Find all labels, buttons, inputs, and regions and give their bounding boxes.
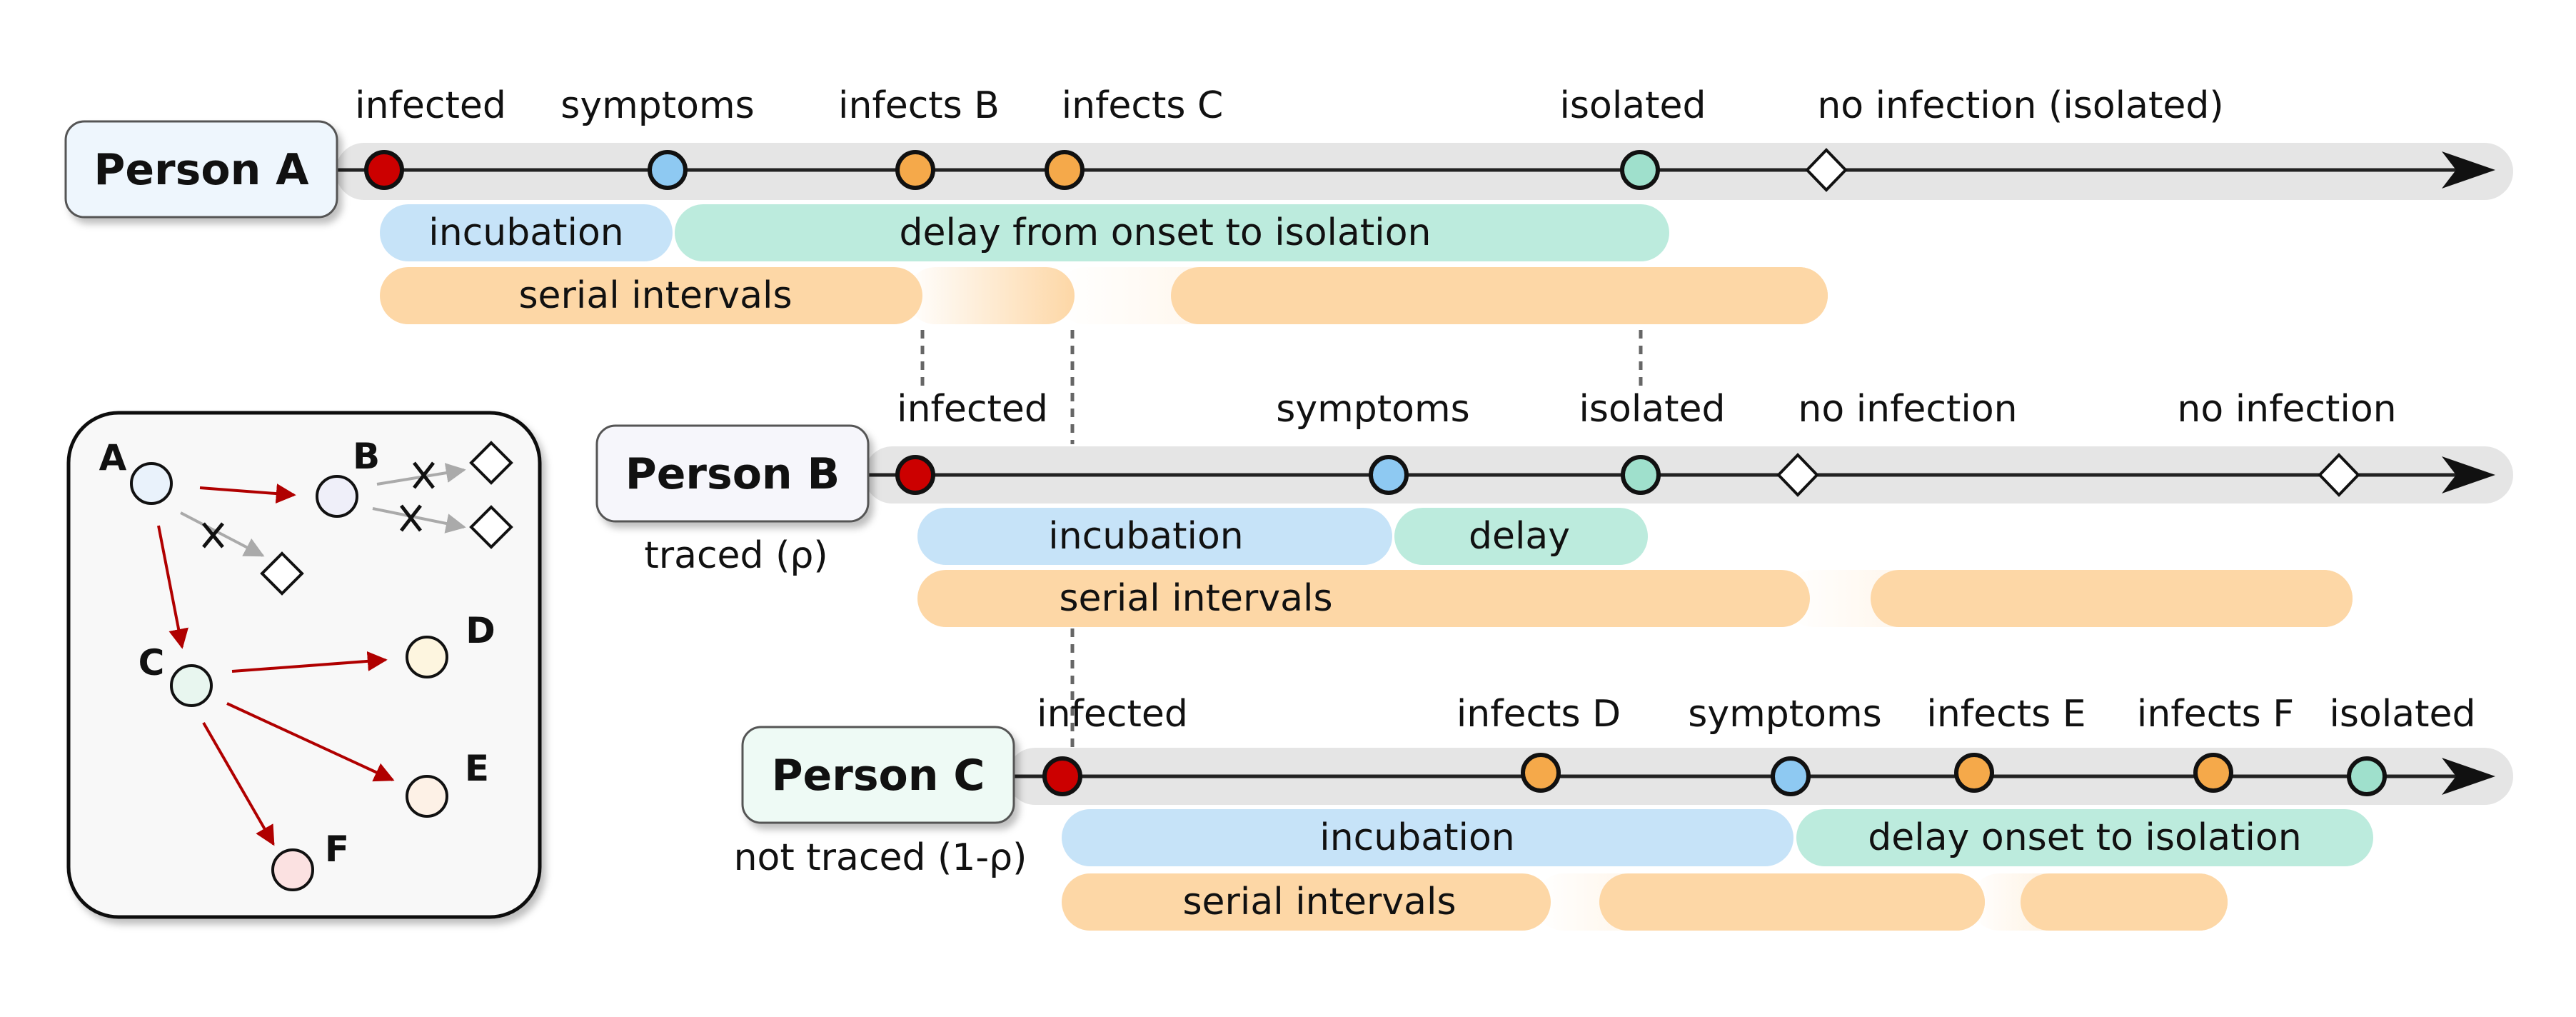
event-label: symptoms bbox=[1276, 388, 1469, 431]
event-label: infects C bbox=[1062, 84, 1224, 127]
person-name: Person A bbox=[94, 145, 309, 195]
event-label: no infection (isolated) bbox=[1817, 84, 2223, 127]
tree-edge-a-b bbox=[199, 484, 296, 504]
event-label: symptoms bbox=[1688, 693, 1881, 736]
event-isolated-marker bbox=[1620, 150, 1660, 190]
person-subtitle: not traced (1-ρ) bbox=[734, 836, 1027, 879]
bar-label: incubation bbox=[1319, 816, 1514, 859]
timeline-arrow-head bbox=[2442, 456, 2495, 494]
tree-no-infection-icon bbox=[260, 551, 304, 596]
bar-label: delay onset to isolation bbox=[1868, 816, 2301, 859]
event-symptoms-marker bbox=[648, 150, 688, 190]
bar-label: serial intervals bbox=[1059, 577, 1332, 620]
tree-node-label: B bbox=[353, 436, 380, 477]
event-label: infects D bbox=[1456, 693, 1621, 736]
serial-interval-bar bbox=[1599, 873, 1985, 931]
event-infected-marker bbox=[895, 455, 935, 495]
event-label: isolated bbox=[2329, 693, 2475, 736]
timeline-arrow-head bbox=[2442, 151, 2495, 189]
serial-interval-bar bbox=[917, 570, 1810, 627]
tree-no-infection-icon bbox=[469, 441, 513, 485]
person-c-timeline: Person C not traced (1-ρ) infected infec… bbox=[734, 693, 2513, 931]
person-name: Person B bbox=[625, 449, 840, 499]
event-label: infected bbox=[1037, 693, 1188, 736]
event-no-infection-marker bbox=[1776, 453, 1819, 497]
person-subtitle: traced (ρ) bbox=[644, 534, 827, 577]
bar-label: delay from onset to isolation bbox=[900, 211, 1432, 254]
person-name: Person C bbox=[772, 751, 985, 801]
tree-node-f bbox=[271, 848, 314, 891]
tree-node-label: E bbox=[465, 748, 489, 789]
event-infects-c-marker bbox=[1045, 150, 1085, 190]
delay-bar bbox=[675, 204, 1669, 261]
incubation-bar bbox=[380, 204, 673, 261]
tree-edge-a-c bbox=[157, 525, 188, 649]
bar-label: serial intervals bbox=[1182, 881, 1456, 923]
person-label-box bbox=[64, 120, 338, 219]
event-label: infects B bbox=[838, 84, 1000, 127]
delay-bar bbox=[1796, 809, 2373, 866]
tree-no-infection-icon bbox=[469, 505, 513, 549]
event-no-infection-marker bbox=[1805, 148, 1848, 192]
person-b-timeline: Person B traced (ρ) infected symptoms is… bbox=[595, 388, 2513, 627]
transmission-tree-inset: A B C D E F bbox=[66, 411, 542, 919]
bar-label: incubation bbox=[428, 211, 623, 254]
bar-label: serial intervals bbox=[518, 274, 792, 317]
event-label: infected bbox=[897, 388, 1048, 431]
bar-label: delay bbox=[1469, 515, 1570, 558]
event-isolated-marker bbox=[1621, 455, 1661, 495]
bar-label: incubation bbox=[1048, 515, 1243, 558]
tree-edge-c-d bbox=[231, 651, 388, 673]
tree-node-c bbox=[170, 664, 213, 707]
transmission-links bbox=[920, 330, 1643, 750]
tree-node-label: F bbox=[325, 828, 349, 870]
event-label: no infection bbox=[2177, 388, 2396, 431]
event-label: symptoms bbox=[560, 84, 754, 127]
tree-node-label: D bbox=[466, 610, 495, 651]
delay-bar bbox=[1394, 508, 1648, 565]
event-infected-marker bbox=[364, 150, 404, 190]
person-label-box bbox=[741, 726, 1015, 824]
serial-interval-bar bbox=[2021, 873, 2228, 931]
timeline-arrow-head bbox=[2442, 758, 2495, 795]
serial-interval-bar bbox=[1062, 873, 1551, 931]
incubation-bar bbox=[917, 508, 1392, 565]
person-label-box bbox=[595, 424, 870, 523]
tree-edge-c-e bbox=[226, 702, 395, 782]
event-infects-b-marker bbox=[895, 150, 935, 190]
event-no-infection-marker bbox=[2318, 453, 2360, 497]
tree-blocked-edge bbox=[180, 511, 265, 557]
event-infects-e-marker bbox=[1954, 753, 1994, 793]
event-symptoms-marker bbox=[1369, 455, 1409, 495]
tree-node-b bbox=[316, 475, 358, 518]
blocked-x-icon bbox=[400, 504, 422, 532]
event-isolated-marker bbox=[2347, 756, 2387, 796]
tree-node-e bbox=[406, 775, 448, 818]
event-label: isolated bbox=[1559, 84, 1706, 127]
event-label: infects E bbox=[1926, 693, 2086, 736]
event-symptoms-marker bbox=[1771, 756, 1811, 796]
tree-edge-c-f bbox=[202, 722, 275, 846]
event-label: infected bbox=[355, 84, 506, 127]
serial-interval-bar bbox=[1871, 570, 2353, 627]
tree-node-label: A bbox=[99, 437, 127, 479]
event-infects-d-marker bbox=[1521, 753, 1561, 793]
event-infects-f-marker bbox=[2193, 753, 2233, 793]
event-label: no infection bbox=[1798, 388, 2017, 431]
serial-interval-bar bbox=[380, 267, 922, 324]
event-label: infects F bbox=[2137, 693, 2294, 736]
serial-interval-bar bbox=[907, 267, 1075, 324]
serial-interval-bar bbox=[1171, 267, 1828, 324]
blocked-x-icon bbox=[202, 522, 224, 548]
tree-blocked-edge bbox=[372, 507, 466, 533]
person-a-timeline: Person A infected symptoms infects B inf… bbox=[64, 84, 2513, 324]
event-infected-marker bbox=[1042, 756, 1082, 796]
tree-node-label: C bbox=[139, 642, 165, 683]
tree-node-a bbox=[130, 462, 173, 505]
incubation-bar bbox=[1062, 809, 1793, 866]
blocked-x-icon bbox=[413, 461, 435, 489]
tree-node-d bbox=[406, 636, 448, 678]
event-label: isolated bbox=[1579, 388, 1725, 431]
